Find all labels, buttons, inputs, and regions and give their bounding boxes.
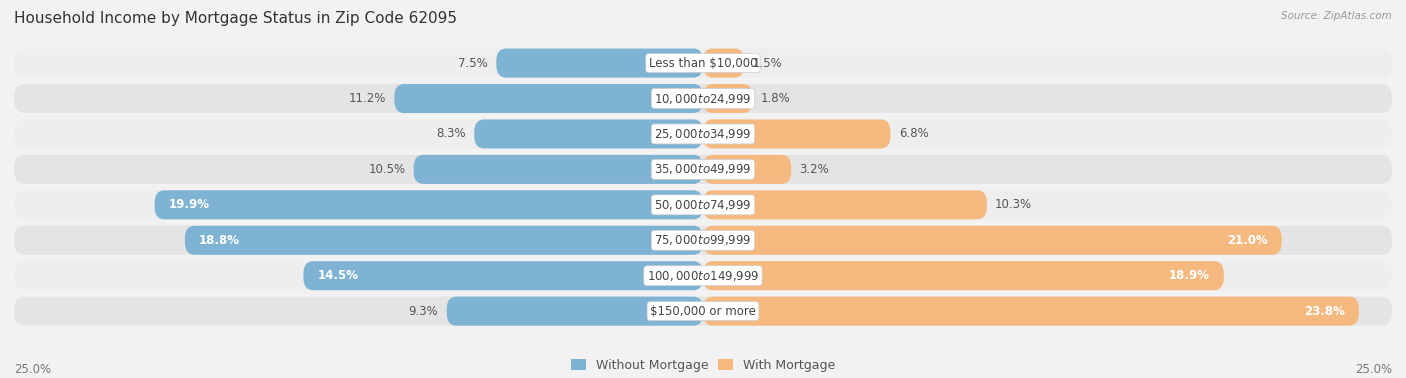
Text: 6.8%: 6.8% [898,127,928,141]
FancyBboxPatch shape [474,119,703,149]
FancyBboxPatch shape [447,297,703,326]
Text: 25.0%: 25.0% [14,363,51,376]
Text: $10,000 to $24,999: $10,000 to $24,999 [654,91,752,105]
Text: $75,000 to $99,999: $75,000 to $99,999 [654,233,752,247]
FancyBboxPatch shape [703,190,987,219]
Text: 1.8%: 1.8% [761,92,790,105]
Text: $150,000 or more: $150,000 or more [650,305,756,318]
Text: 23.8%: 23.8% [1305,305,1346,318]
FancyBboxPatch shape [14,190,1392,219]
Text: 9.3%: 9.3% [409,305,439,318]
Text: Less than $10,000: Less than $10,000 [648,57,758,70]
FancyBboxPatch shape [14,297,1392,326]
Text: 21.0%: 21.0% [1227,234,1268,247]
Text: $25,000 to $34,999: $25,000 to $34,999 [654,127,752,141]
Text: 18.8%: 18.8% [198,234,239,247]
Text: 10.5%: 10.5% [368,163,405,176]
FancyBboxPatch shape [186,226,703,255]
FancyBboxPatch shape [14,119,1392,149]
Text: $35,000 to $49,999: $35,000 to $49,999 [654,163,752,177]
FancyBboxPatch shape [703,297,1358,326]
Text: 7.5%: 7.5% [458,57,488,70]
FancyBboxPatch shape [703,226,1282,255]
FancyBboxPatch shape [413,155,703,184]
Legend: Without Mortgage, With Mortgage: Without Mortgage, With Mortgage [571,359,835,372]
FancyBboxPatch shape [14,155,1392,184]
FancyBboxPatch shape [155,190,703,219]
Text: $50,000 to $74,999: $50,000 to $74,999 [654,198,752,212]
FancyBboxPatch shape [703,119,890,149]
Text: 11.2%: 11.2% [349,92,387,105]
FancyBboxPatch shape [394,84,703,113]
Text: 14.5%: 14.5% [318,269,359,282]
Text: Source: ZipAtlas.com: Source: ZipAtlas.com [1281,11,1392,21]
FancyBboxPatch shape [496,48,703,77]
Text: 3.2%: 3.2% [800,163,830,176]
Text: 18.9%: 18.9% [1168,269,1211,282]
FancyBboxPatch shape [14,48,1392,77]
FancyBboxPatch shape [14,84,1392,113]
FancyBboxPatch shape [703,48,744,77]
FancyBboxPatch shape [304,261,703,290]
FancyBboxPatch shape [703,155,792,184]
FancyBboxPatch shape [14,261,1392,290]
Text: 25.0%: 25.0% [1355,363,1392,376]
FancyBboxPatch shape [14,226,1392,255]
Text: 10.3%: 10.3% [995,198,1032,211]
FancyBboxPatch shape [703,84,752,113]
FancyBboxPatch shape [703,261,1223,290]
Text: 8.3%: 8.3% [436,127,465,141]
Text: Household Income by Mortgage Status in Zip Code 62095: Household Income by Mortgage Status in Z… [14,11,457,26]
Text: 1.5%: 1.5% [752,57,782,70]
Text: $100,000 to $149,999: $100,000 to $149,999 [647,269,759,283]
Text: 19.9%: 19.9% [169,198,209,211]
